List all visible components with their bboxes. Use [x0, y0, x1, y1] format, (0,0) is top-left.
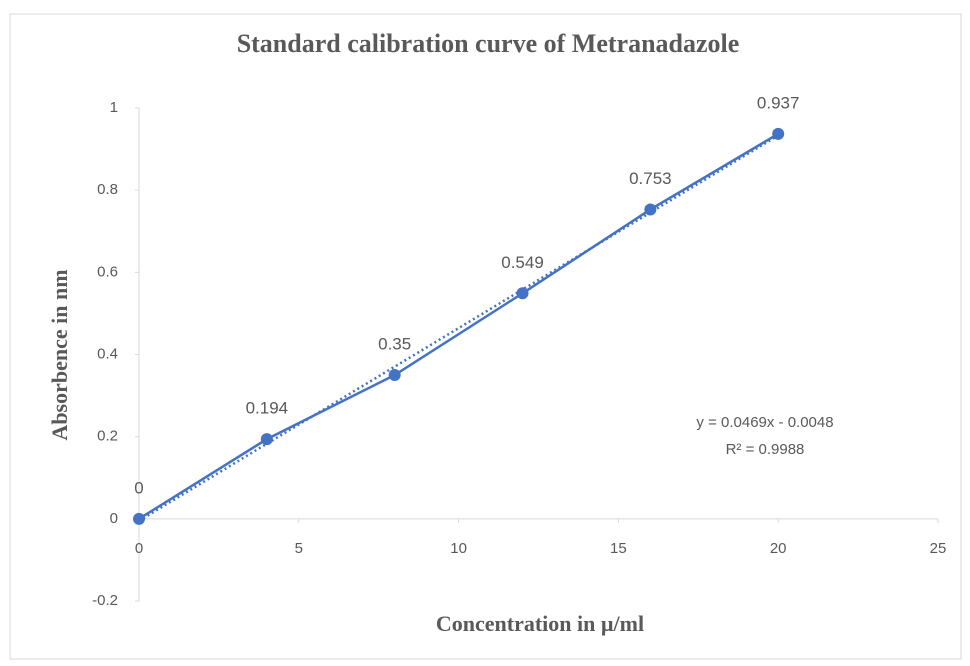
x-tick-label: 15	[610, 540, 627, 557]
y-tick-label: 0	[110, 510, 118, 527]
data-point	[516, 287, 529, 300]
x-axis-label: Concentration in µ/ml	[436, 611, 644, 636]
data-label: 0.194	[246, 399, 289, 418]
y-tick-label: 0.8	[97, 181, 118, 198]
trendline-r2: R² = 0.9988	[726, 441, 805, 458]
data-label: 0.35	[378, 335, 411, 354]
x-tick-label: 10	[450, 540, 467, 557]
x-tick-label: 0	[135, 540, 143, 557]
x-tick-label: 25	[930, 540, 947, 557]
data-point	[260, 433, 273, 446]
chart-title: Standard calibration curve of Metranadaz…	[237, 29, 740, 58]
chart-border	[9, 13, 962, 660]
data-point	[388, 369, 401, 382]
trendline-equation: y = 0.0469x - 0.0048	[696, 414, 833, 431]
data-label: 0.549	[501, 253, 544, 272]
data-point	[772, 127, 785, 140]
y-tick-label: 0.2	[97, 428, 118, 445]
data-label: 0.753	[629, 169, 672, 188]
data-line	[138, 132, 779, 520]
y-tick-label: 1	[110, 99, 118, 116]
y-tick-label: -0.2	[92, 592, 118, 609]
y-tick-label: 0.6	[97, 263, 118, 280]
y-tick-label: 0.4	[97, 345, 118, 362]
data-label: 0	[134, 478, 143, 497]
y-axis-label: Absorbence in nm	[47, 269, 72, 440]
x-tick-label: 20	[770, 540, 787, 557]
x-tick-label: 5	[295, 540, 303, 557]
data-label: 0.937	[757, 93, 800, 112]
data-point	[644, 203, 657, 216]
data-point	[133, 512, 145, 525]
trendline	[138, 134, 779, 522]
